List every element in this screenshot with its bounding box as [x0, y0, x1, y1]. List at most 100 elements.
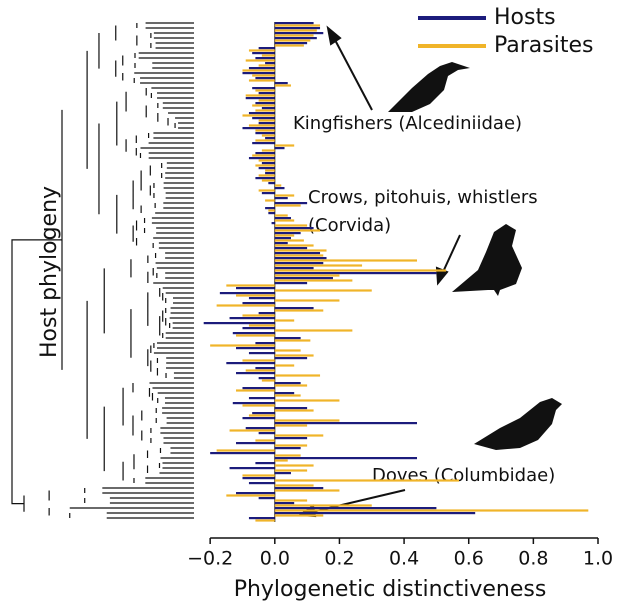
bar: [245, 427, 275, 430]
bar: [274, 499, 308, 502]
bar: [274, 422, 418, 425]
annotation: Kingfishers (Alcediniidae): [293, 113, 522, 134]
bar: [265, 62, 275, 65]
bar: [216, 449, 275, 452]
bar: [236, 287, 275, 290]
bar: [274, 37, 317, 40]
bar: [210, 344, 275, 347]
bar: [265, 137, 275, 140]
bar: [258, 432, 275, 435]
bar: [274, 319, 295, 322]
bar: [242, 302, 275, 305]
annotation: Doves (Columbidae): [372, 465, 555, 486]
bar: [229, 317, 275, 320]
bar: [274, 289, 372, 292]
bar: [236, 389, 275, 392]
bar: [274, 394, 301, 397]
bar: [248, 352, 275, 355]
x-tick-label: 0.4: [389, 548, 419, 570]
bar: [245, 94, 275, 97]
bar: [268, 182, 275, 185]
bar: [274, 459, 288, 462]
bar: [274, 374, 321, 377]
bar: [255, 57, 275, 60]
bar: [274, 27, 321, 30]
bar: [274, 42, 308, 45]
bar: [274, 217, 291, 220]
bar: [274, 279, 353, 282]
bar: [255, 77, 275, 80]
bar: [274, 329, 353, 332]
bar: [203, 322, 275, 325]
bar: [242, 72, 275, 75]
bar: [255, 462, 275, 465]
bar: [274, 457, 418, 460]
bar: [274, 272, 437, 275]
bar: [274, 244, 314, 247]
bar: [274, 354, 314, 357]
bar: [274, 419, 340, 422]
bar: [265, 172, 275, 175]
bar: [242, 387, 275, 390]
bar: [255, 519, 275, 522]
bar: [242, 417, 275, 420]
bar: [261, 149, 275, 152]
bar: [274, 29, 317, 32]
bar: [226, 284, 275, 287]
bar: [274, 227, 314, 230]
bar: [265, 199, 275, 202]
bar: [274, 399, 340, 402]
bar: [248, 517, 275, 520]
bar: [274, 262, 324, 265]
bar: [242, 474, 275, 477]
bar: [274, 24, 321, 27]
bar: [236, 294, 275, 297]
bar: [274, 484, 314, 487]
bar: [274, 204, 301, 207]
bar: [274, 84, 291, 87]
bar: [252, 87, 275, 90]
bar: [274, 249, 327, 252]
bar: [274, 407, 308, 410]
legend: Hosts Parasites: [418, 5, 593, 58]
bar: [274, 202, 308, 205]
bar: [255, 102, 275, 105]
bar: [258, 47, 275, 50]
bar: [274, 39, 311, 42]
bar: [274, 259, 418, 262]
bar: [242, 359, 275, 362]
bar: [248, 79, 275, 82]
bar: [274, 502, 295, 505]
bar: [229, 467, 275, 470]
bar: [261, 379, 275, 382]
bar: [274, 214, 288, 217]
bar: [274, 434, 324, 437]
bar: [258, 174, 275, 177]
bar: [274, 382, 301, 385]
bar: [268, 212, 275, 215]
bar: [274, 357, 308, 360]
bar: [242, 314, 275, 317]
bar: [258, 167, 275, 170]
bar: [268, 209, 275, 212]
bar: [274, 32, 324, 35]
bar: [242, 114, 275, 117]
bar: [258, 92, 275, 95]
legend-label: Hosts: [494, 5, 556, 30]
bar: [274, 219, 295, 222]
bar: [255, 129, 275, 132]
bar: [255, 164, 275, 167]
annotation: (Corvida): [308, 215, 391, 236]
bar: [274, 514, 324, 517]
bar: [248, 414, 275, 417]
bar: [248, 157, 275, 160]
bar: [274, 247, 308, 250]
bar: [274, 237, 291, 240]
bar: [261, 54, 275, 57]
bar: [265, 169, 275, 172]
bar: [261, 162, 275, 165]
bar: [274, 504, 372, 507]
bar: [274, 472, 291, 475]
bar: [258, 497, 275, 500]
bar: [274, 34, 314, 37]
